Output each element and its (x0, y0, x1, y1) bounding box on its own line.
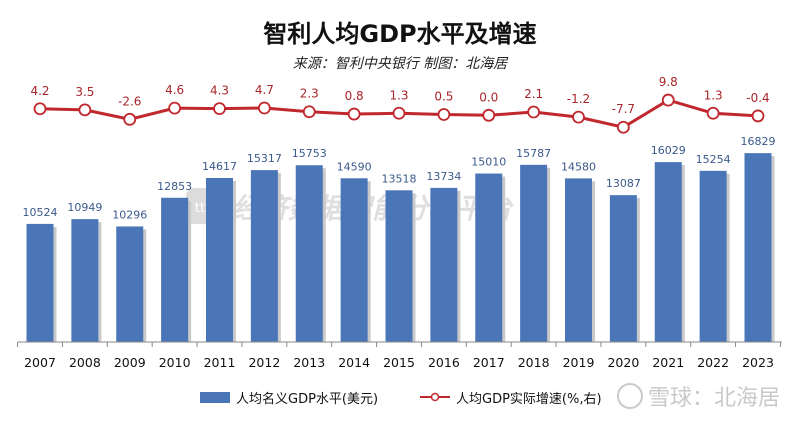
growth-label: 1.3 (704, 88, 723, 102)
growth-label: 4.3 (210, 84, 229, 98)
x-tick-label: 2011 (204, 355, 236, 370)
growth-label: -2.6 (118, 94, 141, 108)
growth-label: 4.6 (165, 83, 184, 97)
xueqiu-watermark: 雪球：北海居 (617, 383, 780, 411)
bar-label: 15317 (247, 152, 282, 165)
bar-label: 13518 (382, 172, 417, 185)
growth-point (347, 107, 361, 121)
bar-label: 15753 (292, 147, 327, 160)
x-tick-label: 2022 (697, 355, 729, 370)
bar (744, 153, 772, 342)
x-tick-label: 2019 (563, 355, 595, 370)
bar (116, 226, 144, 342)
growth-label: 2.3 (300, 87, 319, 101)
x-tick-label: 2015 (383, 355, 415, 370)
growth-point (213, 102, 226, 116)
bar (565, 178, 592, 342)
bar-label: 15254 (696, 153, 731, 166)
growth-point (482, 108, 496, 122)
growth-label: 3.5 (75, 85, 94, 99)
growth-label: -0.4 (746, 91, 769, 105)
bar (295, 165, 323, 342)
growth-point (572, 110, 585, 124)
bar (654, 162, 682, 342)
x-tick-label: 2010 (159, 355, 191, 370)
x-tick-label: 2021 (652, 355, 684, 370)
growth-label: 0.5 (434, 90, 453, 104)
x-tick-label: 2009 (114, 355, 146, 370)
bar (161, 197, 189, 342)
legend-line-label: 人均GDP实际增速(%,右) (456, 392, 602, 407)
legend-bar-swatch (200, 392, 230, 403)
bar-label: 14590 (337, 160, 372, 173)
growth-point (257, 101, 271, 115)
growth-point (78, 103, 92, 117)
bar-label: 10296 (112, 208, 147, 221)
bar-label: 15787 (516, 147, 551, 160)
bar-label: 13087 (606, 177, 641, 190)
growth-label: 2.1 (524, 87, 543, 101)
bar (385, 190, 413, 342)
x-tick-label: 2018 (518, 355, 550, 370)
xueqiu-watermark-text: 雪球：北海居 (648, 386, 780, 411)
chart-title: 智利人均GDP水平及增速 (263, 20, 536, 48)
bar (340, 178, 368, 342)
growth-label: 4.2 (30, 84, 49, 98)
bar-label: 16029 (651, 144, 686, 157)
bar (71, 219, 99, 342)
growth-point (751, 109, 765, 123)
bar (250, 170, 278, 342)
x-tick-label: 2017 (473, 355, 505, 370)
bar (206, 177, 233, 342)
x-tick-label: 2007 (24, 355, 56, 370)
chart-subtitle: 来源：智利中央银行 制图：北海居 (293, 56, 509, 72)
bar-label: 16829 (741, 135, 776, 148)
bar-label: 15010 (471, 156, 506, 169)
x-tick-label: 2014 (338, 355, 370, 370)
x-tick-label: 2020 (607, 355, 639, 370)
growth-point (661, 93, 675, 107)
x-tick-label: 2016 (428, 355, 460, 370)
bar (26, 223, 54, 342)
growth-label: -7.7 (612, 102, 635, 116)
bar (475, 173, 503, 342)
x-tick-label: 2008 (69, 355, 101, 370)
growth-label: 0.8 (345, 89, 364, 103)
bar (520, 164, 548, 342)
legend-bar-label: 人均名义GDP水平(美元) (236, 391, 378, 407)
x-tick-label: 2023 (742, 355, 774, 370)
growth-label: -1.2 (567, 92, 590, 106)
growth-point (616, 120, 630, 134)
x-tick-label: 2012 (248, 355, 280, 370)
growth-label: 1.3 (389, 88, 408, 102)
growth-point (706, 106, 720, 120)
bar-label: 13734 (426, 170, 461, 183)
growth-point (168, 101, 182, 115)
growth-label: 4.7 (255, 83, 274, 97)
growth-point (437, 108, 451, 121)
growth-point (527, 105, 541, 119)
bar-label: 10524 (23, 206, 58, 219)
legend: 人均名义GDP水平(美元) 人均GDP实际增速(%,右) (200, 391, 602, 407)
bar-label: 14580 (561, 160, 596, 173)
growth-point (123, 112, 137, 126)
bar-label: 12853 (157, 180, 192, 193)
x-tick-label: 2013 (293, 355, 325, 370)
growth-point (33, 102, 47, 116)
growth-label: 0.0 (479, 90, 498, 104)
growth-point (302, 105, 316, 119)
bar (430, 187, 458, 342)
bar-label: 10949 (67, 201, 102, 214)
bar-label: 14617 (202, 160, 237, 173)
growth-label: 9.8 (659, 75, 678, 89)
bar (609, 195, 637, 342)
bar (699, 170, 727, 342)
growth-point (392, 106, 406, 120)
